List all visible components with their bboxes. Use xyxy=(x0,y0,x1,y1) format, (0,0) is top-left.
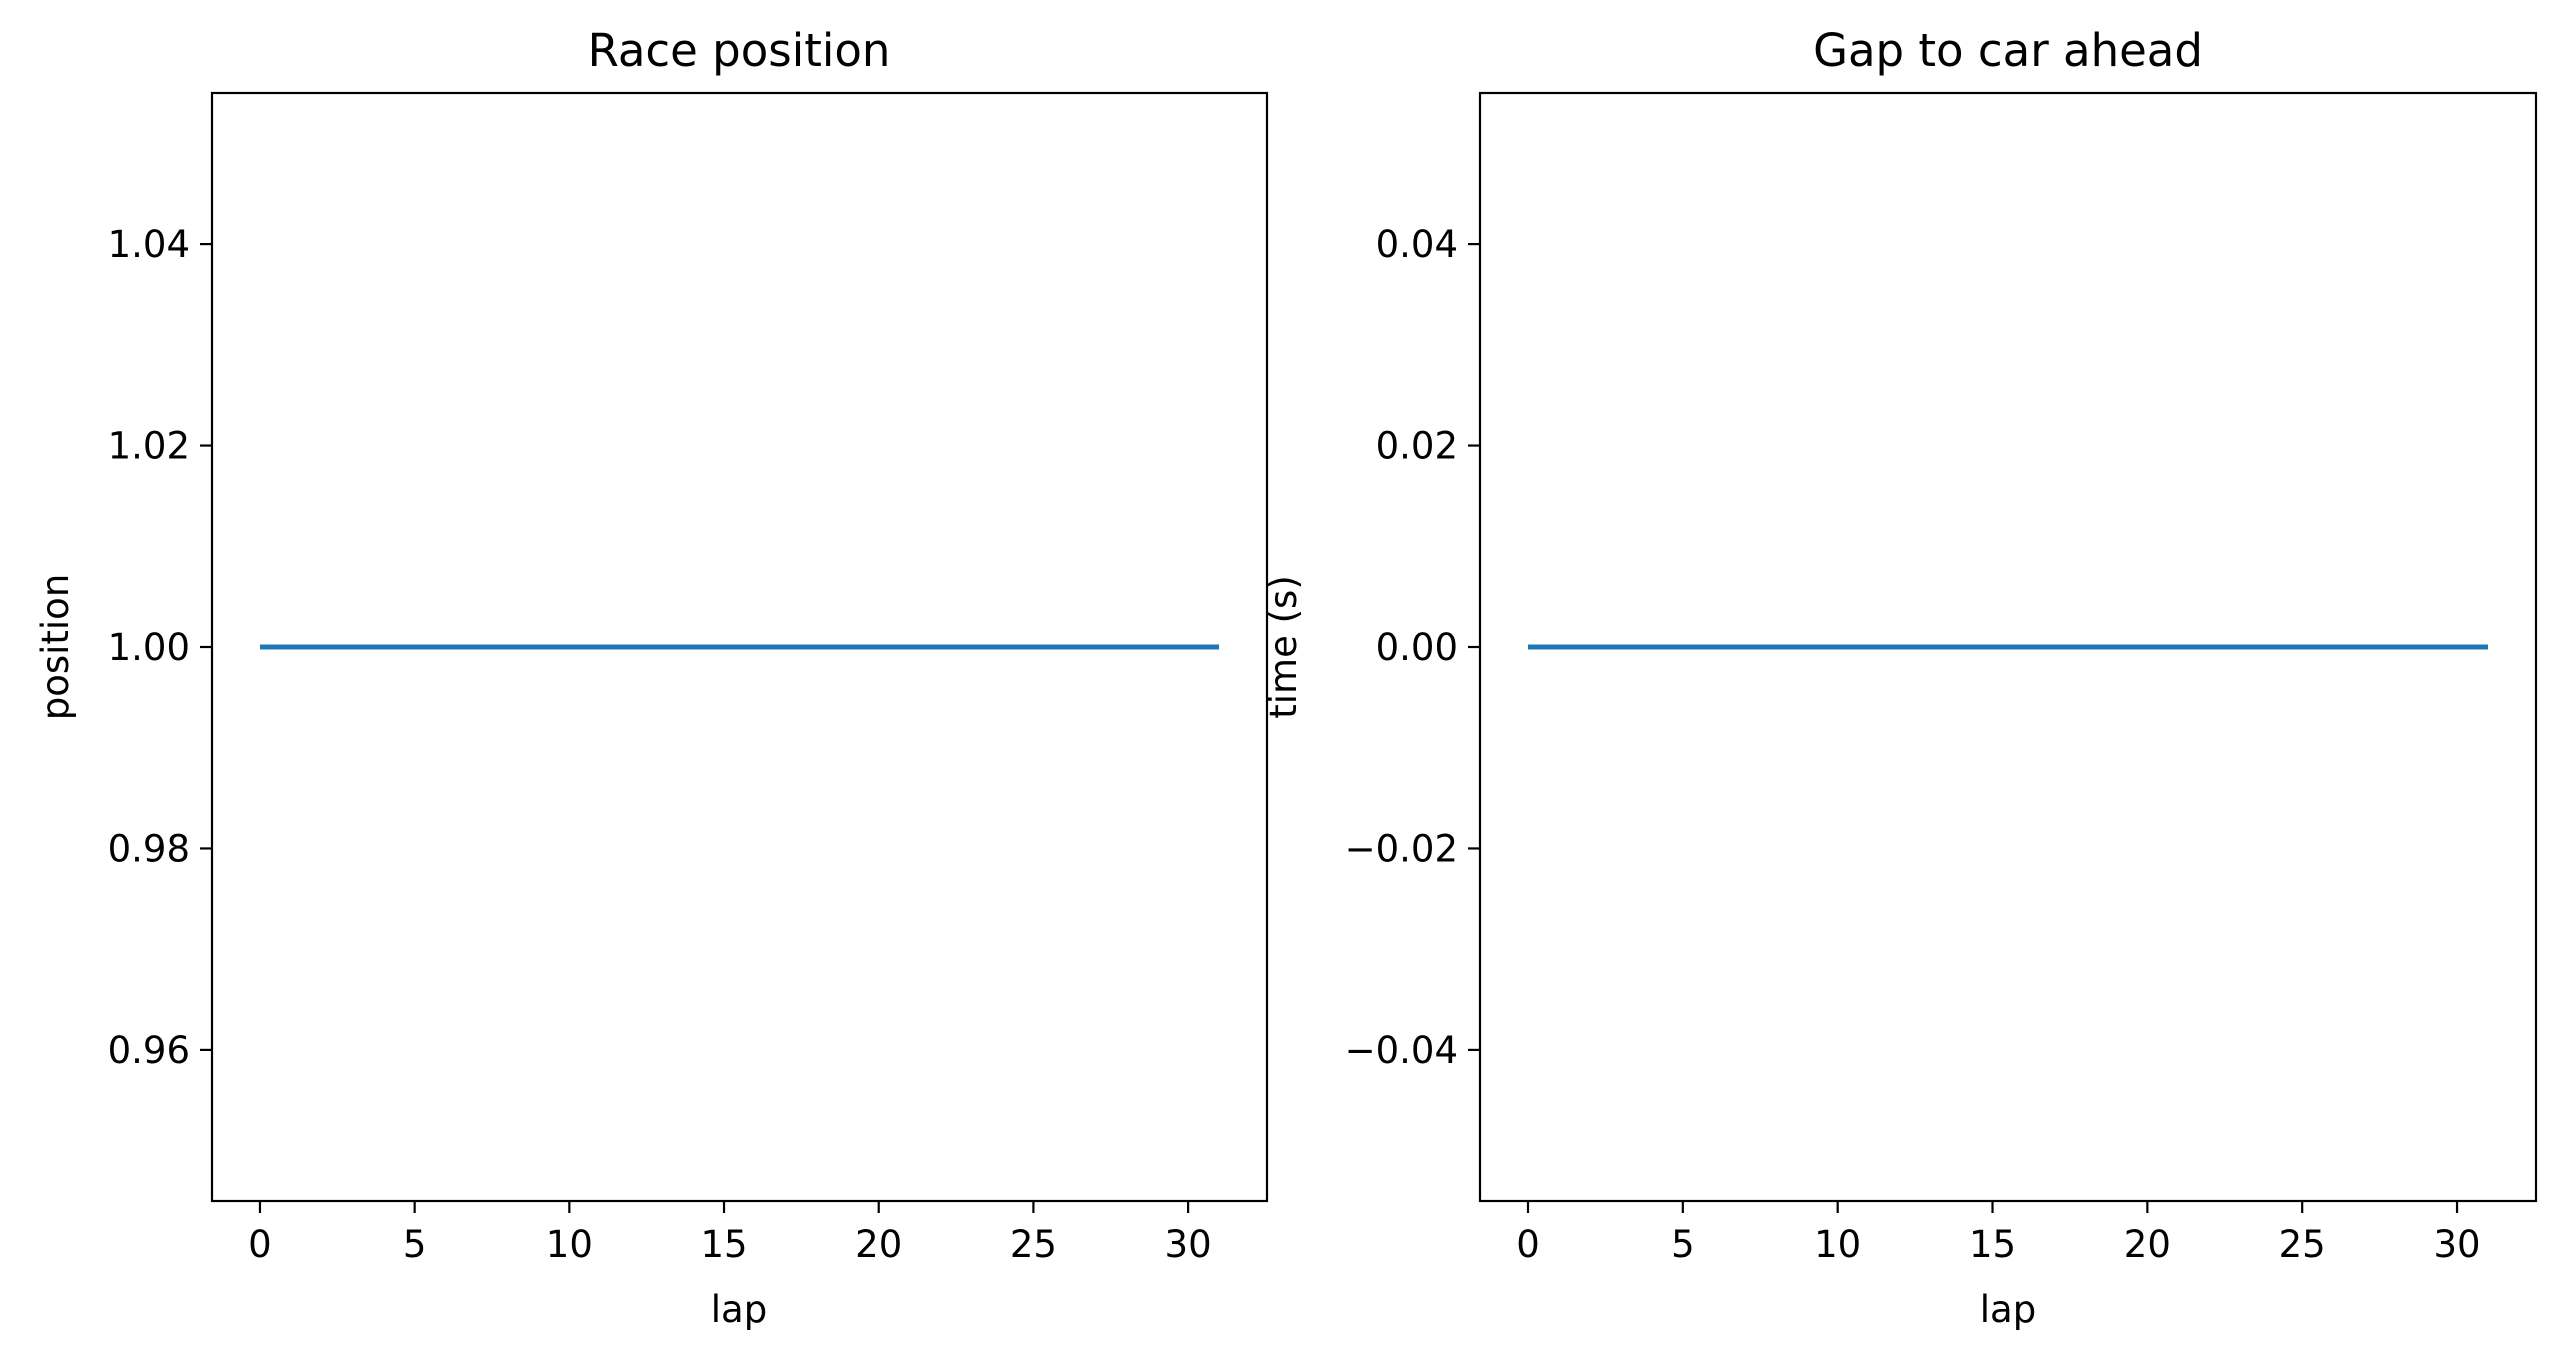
y-tick-label: 1.04 xyxy=(108,223,190,266)
plot-area: 0 5 10 15 20 25 30 −0.04 −0.02 0.00 0.02 0.04 xyxy=(1345,223,2488,1266)
x-tick-label: 10 xyxy=(1814,1223,1861,1266)
x-tick-label: 15 xyxy=(1969,1223,2016,1266)
y-tick-label: 1.02 xyxy=(108,425,190,468)
subplot-race-position: Race position 0 5 10 15 20 25 30 0.96 0.98 1.00 1.… xyxy=(34,24,1269,1331)
x-tick-label: 20 xyxy=(2124,1223,2171,1266)
x-tick-label: 25 xyxy=(2279,1223,2326,1266)
y-tick-label: 1.00 xyxy=(108,626,190,669)
chart-title: Gap to car ahead xyxy=(1813,24,2203,77)
y-axis-label: time (s) xyxy=(1262,575,1305,719)
axes-frame xyxy=(210,91,1269,1203)
y-tick-label: 0.02 xyxy=(1376,425,1458,468)
axes-frame xyxy=(1478,91,2538,1203)
x-tick-label: 20 xyxy=(855,1223,902,1266)
x-tick-label: 15 xyxy=(700,1223,747,1266)
y-tick-label: −0.04 xyxy=(1345,1029,1458,1072)
x-axis-label: lap xyxy=(711,1288,767,1331)
y-tick-label: 0.00 xyxy=(1376,626,1458,669)
x-tick-label: 5 xyxy=(403,1223,427,1266)
subplot-gap-to-car-ahead: Gap to car ahead 0 5 10 15 20 25 30−0.04−0.020… xyxy=(1262,24,2538,1331)
y-tick-label: −0.02 xyxy=(1345,827,1458,870)
x-tick-label: 30 xyxy=(2433,1223,2480,1266)
x-tick-label: 0 xyxy=(248,1223,272,1266)
chart-title: Race position xyxy=(588,24,891,77)
x-tick-label: 10 xyxy=(546,1223,593,1266)
y-tick-label: 0.96 xyxy=(108,1029,190,1072)
y-axis-label: position xyxy=(34,574,77,721)
y-tick-label: 0.98 xyxy=(108,827,190,870)
x-tick-label: 0 xyxy=(1516,1223,1540,1266)
plot-area: 0 5 10 15 20 25 30 0.96 0.98 1.00 1.02 1.04 xyxy=(108,223,1220,1266)
x-tick-label: 25 xyxy=(1010,1223,1057,1266)
y-tick-label: 0.04 xyxy=(1376,223,1458,266)
x-tick-label: 30 xyxy=(1165,1223,1212,1266)
x-tick-label: 5 xyxy=(1671,1223,1695,1266)
x-axis-label: lap xyxy=(1980,1288,2036,1331)
